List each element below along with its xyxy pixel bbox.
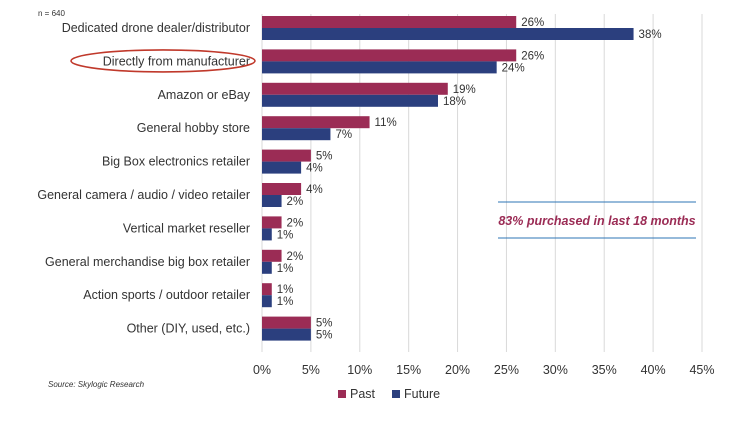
bars <box>262 16 634 341</box>
annotation-text: 83% purchased in last 18 months <box>498 214 695 228</box>
category-label: Other (DIY, used, etc.) <box>127 322 250 336</box>
bar-past <box>262 283 272 296</box>
legend-swatch-past <box>338 390 346 398</box>
x-tick-label: 45% <box>689 363 714 377</box>
category-label: Dedicated drone dealer/distributor <box>62 21 250 35</box>
bar-past <box>262 49 517 62</box>
value-label-past: 2% <box>287 217 304 229</box>
value-labels: 26%38%26%24%19%18%11%7%5%4%4%2%2%1%2%1%1… <box>277 17 662 342</box>
value-label-past: 1% <box>277 284 294 296</box>
value-label-future: 1% <box>277 229 294 241</box>
value-label-future: 18% <box>443 96 466 108</box>
bar-future <box>262 228 272 241</box>
annotation-box: 83% purchased in last 18 months <box>498 201 696 239</box>
value-label-future: 2% <box>287 196 304 208</box>
bar-future <box>262 328 311 341</box>
x-tick-label: 25% <box>494 363 519 377</box>
x-tick-label: 20% <box>445 363 470 377</box>
bar-future <box>262 161 302 174</box>
bar-future <box>262 94 438 107</box>
x-tick-label: 35% <box>592 363 617 377</box>
value-label-past: 5% <box>316 318 333 330</box>
bar-past <box>262 16 517 28</box>
source-note: Source: Skylogic Research <box>48 380 145 389</box>
value-label-past: 26% <box>521 17 544 29</box>
bar-past <box>262 216 282 229</box>
category-label: Amazon or eBay <box>158 88 251 102</box>
highlight-ellipse-shape <box>70 49 256 73</box>
category-label: General hobby store <box>137 121 250 135</box>
bar-future <box>262 61 497 74</box>
value-label-past: 2% <box>287 251 304 263</box>
bar-past <box>262 183 302 195</box>
value-label-past: 5% <box>316 151 333 163</box>
x-tick-label: 10% <box>347 363 372 377</box>
value-label-future: 24% <box>502 62 525 74</box>
value-label-future: 5% <box>316 330 333 342</box>
value-label-past: 19% <box>453 84 476 96</box>
category-label: Big Box electronics retailer <box>102 155 250 169</box>
x-tick-label: 0% <box>253 363 271 377</box>
value-label-past: 4% <box>306 184 323 196</box>
value-label-future: 1% <box>277 263 294 275</box>
bar-future <box>262 261 272 274</box>
bar-future <box>262 28 634 40</box>
x-tick-label: 15% <box>396 363 421 377</box>
value-label-future: 4% <box>306 163 323 175</box>
x-tick-label: 40% <box>641 363 666 377</box>
value-label-future: 7% <box>335 129 352 141</box>
category-label: Directly from manufacturer <box>103 54 250 68</box>
bar-past <box>262 82 448 95</box>
legend: Past Future <box>338 387 440 401</box>
bar-past <box>262 116 370 129</box>
legend-label-past: Past <box>350 387 376 401</box>
category-label: General merchandise big box retailer <box>45 255 250 269</box>
legend-label-future: Future <box>404 387 440 401</box>
bar-future <box>262 295 272 308</box>
value-label-past: 26% <box>521 50 544 62</box>
value-label-future: 38% <box>639 29 662 41</box>
bar-past <box>262 149 311 162</box>
x-tick-label: 5% <box>302 363 320 377</box>
highlight-ellipse <box>70 49 256 73</box>
x-axis-ticks: 0% 5% 10% 15% 20% 25% 30% 35% 40% 45% <box>253 363 715 377</box>
category-label: Vertical market reseller <box>123 221 250 235</box>
category-label: General camera / audio / video retailer <box>37 188 250 202</box>
bar-future <box>262 195 282 207</box>
bar-future <box>262 128 331 141</box>
value-label-future: 1% <box>277 296 294 308</box>
bar-past <box>262 249 282 262</box>
x-tick-label: 30% <box>543 363 568 377</box>
category-label: Action sports / outdoor retailer <box>83 288 250 302</box>
category-labels: Dedicated drone dealer/distributor Direct… <box>37 21 250 336</box>
sample-size-note: n = 640 <box>38 9 65 18</box>
legend-swatch-future <box>392 390 400 398</box>
value-label-past: 11% <box>375 117 397 129</box>
bar-past <box>262 316 311 329</box>
